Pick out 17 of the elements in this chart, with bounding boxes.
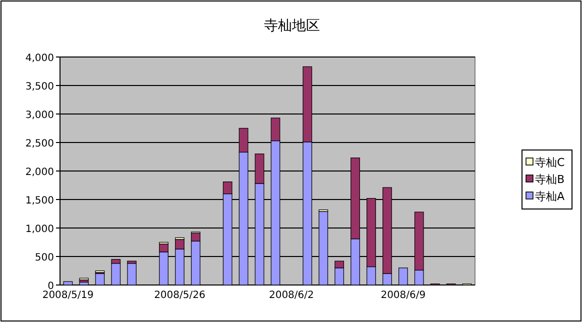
y-tick-label: 1,500 [25, 196, 54, 206]
x-tick-label: 2008/6/9 [380, 290, 426, 301]
x-tick-label: 2008/5/19 [42, 290, 94, 301]
chart-title: 寺杣地区 [264, 18, 320, 34]
y-tick-label: 2,000 [25, 167, 54, 178]
y-tick-label: 500 [34, 252, 54, 264]
legend-label: 寺杣B [535, 173, 565, 186]
y-tick-label: 0 [48, 281, 54, 292]
y-tick-label: 3,500 [25, 82, 54, 92]
y-tick-label: 1,000 [25, 224, 54, 235]
y-tick-label: 3,000 [25, 110, 54, 121]
legend-label: 寺杣C [535, 156, 565, 169]
x-tick-label: 2008/5/26 [154, 290, 206, 301]
y-tick-label: 4,000 [25, 53, 54, 64]
x-tick-label: 2008/6/2 [268, 290, 314, 301]
legend-label: 寺杣A [535, 190, 565, 203]
y-tick-label: 2,500 [25, 138, 54, 150]
